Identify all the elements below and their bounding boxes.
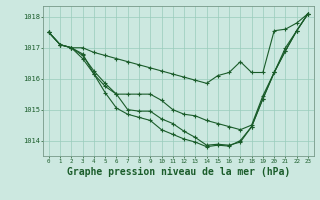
X-axis label: Graphe pression niveau de la mer (hPa): Graphe pression niveau de la mer (hPa) xyxy=(67,167,290,177)
